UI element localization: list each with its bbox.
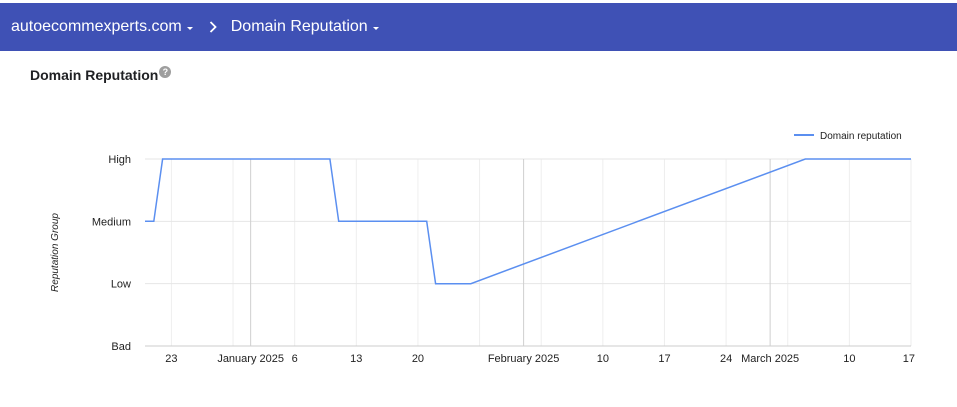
domain-selector-label: autoecommexperts.com [11,18,182,35]
x-tick-label: 10 [597,353,609,365]
dropdown-caret-icon [372,26,379,30]
x-tick-label: January 2025 [217,353,284,365]
y-tick-label: Medium [92,216,131,228]
help-circle-icon[interactable]: ? [159,66,172,78]
x-tick-label: March 2025 [741,353,799,365]
x-tick-label: 24 [720,353,732,365]
x-tick-label: 20 [412,353,424,365]
y-tick-label: Bad [111,341,131,353]
x-tick-label: 23 [165,353,177,365]
x-tick-label: 13 [350,353,362,365]
x-tick-label: February 2025 [488,353,560,365]
x-tick-label: 6 [292,353,298,365]
y-tick-label: Low [111,279,131,291]
domain-selector[interactable]: autoecommexperts.com [11,18,193,36]
report-selector-label: Domain Reputation [230,18,368,35]
top-app-bar: autoecommexperts.com Domain Reputation [0,3,957,51]
y-tick-label: High [108,154,131,166]
help-glyph: ? [162,67,169,77]
series-line-domain-reputation [145,158,911,285]
x-tick-label: 17 [903,353,915,365]
x-tick-label: 17 [658,353,670,365]
x-tick-label: 10 [843,353,855,365]
report-selector[interactable]: Domain Reputation [231,18,379,36]
card-title-row: Domain Reputation ? [30,66,172,83]
legend-label: Domain reputation [820,131,902,142]
card-title: Domain Reputation [30,67,159,83]
dropdown-caret-icon [186,26,193,30]
breadcrumb-chevron-icon [209,21,217,33]
y-axis-title: Reputation Group [50,213,61,292]
